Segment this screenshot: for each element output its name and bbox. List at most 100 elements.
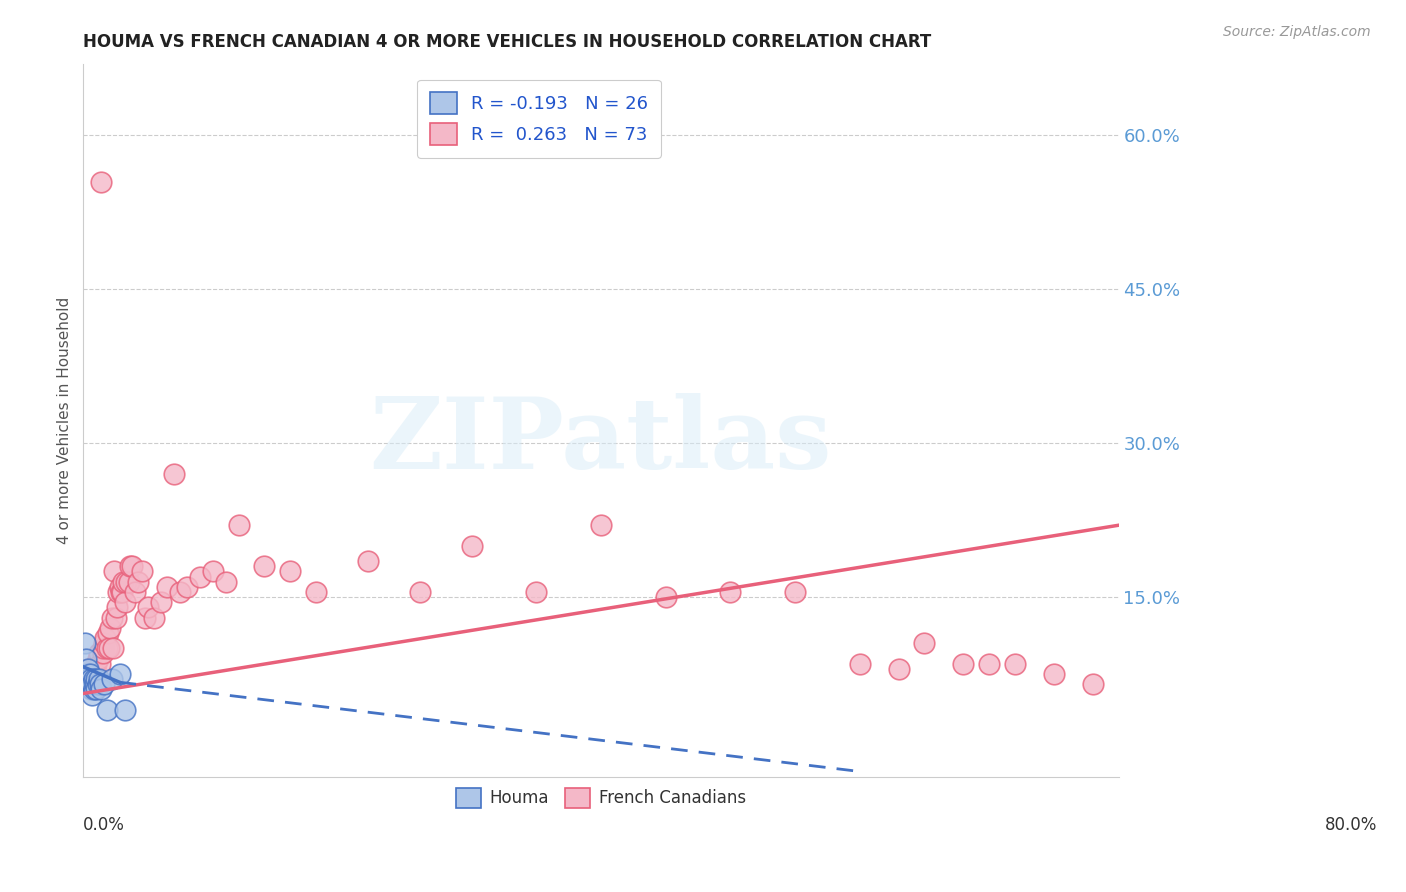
Text: 0.0%: 0.0% <box>83 816 125 834</box>
Point <box>914 636 936 650</box>
Point <box>83 667 105 681</box>
Point <box>280 565 302 579</box>
Point <box>305 585 328 599</box>
Point <box>83 682 105 697</box>
Point <box>84 662 107 676</box>
Point <box>86 677 108 691</box>
Text: ZIPatlas: ZIPatlas <box>370 393 832 490</box>
Point <box>131 565 153 579</box>
Point <box>112 574 135 589</box>
Point <box>357 554 380 568</box>
Point <box>77 672 100 686</box>
Point <box>110 585 132 599</box>
Point <box>75 677 97 691</box>
Point <box>524 585 547 599</box>
Point <box>84 672 107 686</box>
Point <box>654 590 676 604</box>
Point <box>100 610 122 624</box>
Point <box>115 574 138 589</box>
Point <box>77 662 100 676</box>
Point <box>952 657 974 671</box>
Point <box>73 672 96 686</box>
Point <box>79 672 101 686</box>
Point <box>105 600 128 615</box>
Point <box>114 595 136 609</box>
Point <box>84 667 107 681</box>
Point <box>84 682 107 697</box>
Point <box>87 647 110 661</box>
Point <box>83 672 105 686</box>
Point <box>104 610 127 624</box>
Point <box>124 585 146 599</box>
Point <box>887 662 910 676</box>
Text: 80.0%: 80.0% <box>1324 816 1378 834</box>
Point <box>82 672 104 686</box>
Point <box>86 651 108 665</box>
Point <box>82 688 104 702</box>
Point <box>76 667 98 681</box>
Point <box>79 677 101 691</box>
Point <box>84 677 107 691</box>
Point <box>93 677 115 691</box>
Point <box>90 682 112 697</box>
Text: Source: ZipAtlas.com: Source: ZipAtlas.com <box>1223 25 1371 39</box>
Point <box>149 595 172 609</box>
Point <box>100 621 122 635</box>
Point <box>136 600 159 615</box>
Point <box>98 641 121 656</box>
Point <box>77 662 100 676</box>
Point <box>97 626 120 640</box>
Point <box>89 677 111 691</box>
Point <box>848 657 870 671</box>
Point <box>1043 667 1066 681</box>
Point <box>107 585 129 599</box>
Point <box>80 682 103 697</box>
Point <box>89 657 111 671</box>
Point <box>84 657 107 671</box>
Point <box>101 641 124 656</box>
Point <box>228 518 250 533</box>
Point <box>90 174 112 188</box>
Point <box>176 580 198 594</box>
Point <box>76 667 98 681</box>
Y-axis label: 4 or more Vehicles in Household: 4 or more Vehicles in Household <box>58 296 72 544</box>
Point <box>100 672 122 686</box>
Point <box>143 610 166 624</box>
Point <box>121 559 143 574</box>
Point <box>103 565 125 579</box>
Point <box>79 677 101 691</box>
Legend: Houma, French Canadians: Houma, French Canadians <box>450 781 752 814</box>
Point <box>201 565 224 579</box>
Point <box>93 636 115 650</box>
Point <box>108 580 131 594</box>
Point <box>163 467 186 481</box>
Point <box>783 585 806 599</box>
Point <box>91 641 114 656</box>
Point <box>409 585 432 599</box>
Point <box>96 703 118 717</box>
Text: HOUMA VS FRENCH CANADIAN 4 OR MORE VEHICLES IN HOUSEHOLD CORRELATION CHART: HOUMA VS FRENCH CANADIAN 4 OR MORE VEHIC… <box>83 33 932 51</box>
Point <box>127 574 149 589</box>
Point <box>214 574 236 589</box>
Point <box>91 647 114 661</box>
Point <box>118 559 141 574</box>
Point <box>114 703 136 717</box>
Point <box>87 672 110 686</box>
Point <box>111 585 134 599</box>
Point <box>108 667 131 681</box>
Point <box>718 585 741 599</box>
Point <box>1081 677 1104 691</box>
Point <box>589 518 612 533</box>
Point <box>1004 657 1026 671</box>
Point <box>94 631 117 645</box>
Point <box>80 667 103 681</box>
Point <box>253 559 276 574</box>
Point <box>82 677 104 691</box>
Point <box>188 569 211 583</box>
Point <box>79 667 101 681</box>
Point <box>73 636 96 650</box>
Point <box>979 657 1001 671</box>
Point <box>156 580 179 594</box>
Point <box>75 651 97 665</box>
Point <box>80 672 103 686</box>
